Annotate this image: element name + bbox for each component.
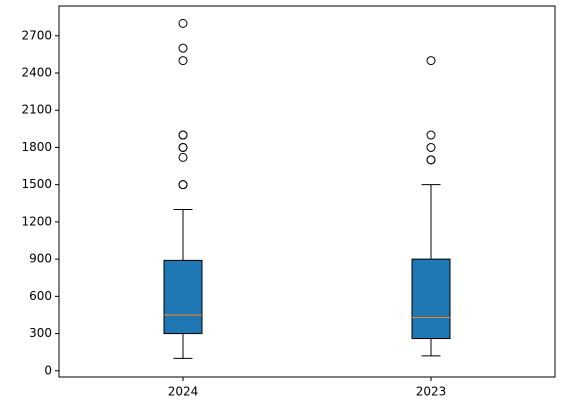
flier: [178, 43, 188, 53]
flier: [178, 152, 188, 162]
flier: [426, 142, 436, 152]
y-tick-label: 2100: [21, 103, 52, 117]
flier: [178, 180, 188, 190]
y-tick-label: 300: [29, 326, 52, 340]
y-tick-label: 1200: [21, 214, 52, 228]
y-tick-label: 600: [29, 289, 52, 303]
plot-frame: [58, 5, 556, 378]
flier: [178, 18, 188, 28]
y-tick-label: 1500: [21, 177, 52, 191]
x-tick-label: 2024: [168, 385, 199, 399]
flier: [178, 142, 188, 152]
y-tick-label: 2700: [21, 28, 52, 42]
flier: [178, 56, 188, 66]
flier: [426, 130, 436, 140]
y-tick-label: 900: [29, 252, 52, 266]
flier: [426, 155, 436, 165]
x-tick-label: 2023: [416, 385, 447, 399]
box: [411, 258, 451, 340]
y-tick-label: 0: [44, 363, 52, 377]
y-tick-label: 2400: [21, 66, 52, 80]
y-tick-label: 1800: [21, 140, 52, 154]
flier: [178, 130, 188, 140]
flier: [426, 56, 436, 66]
box: [163, 259, 203, 335]
